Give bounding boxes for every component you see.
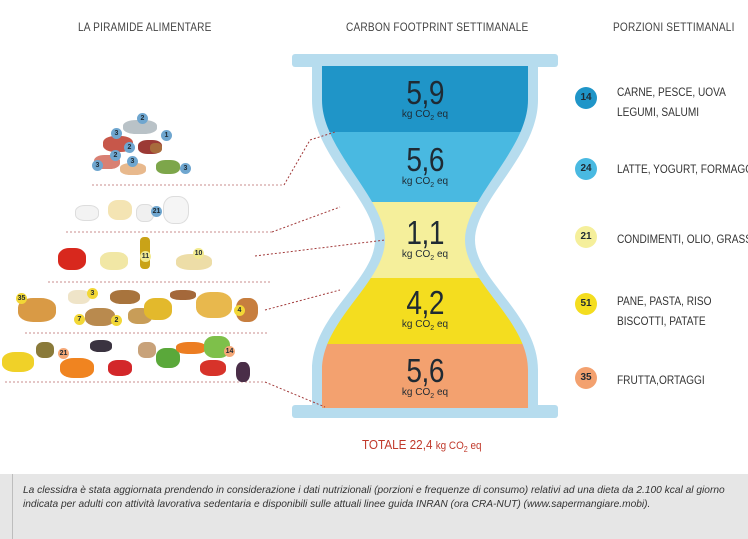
level-4-number: 4,2 [406,284,444,321]
connector-4 [264,289,341,311]
pyramid-badge: 1 [161,130,172,141]
pyramid-badge: 7 [74,314,85,325]
level-1-number: 5,9 [406,74,444,111]
mushroom-icon [138,342,156,358]
pyramid-badge: 21 [58,348,69,359]
pyramid-badge: 2 [111,315,122,326]
corn-icon [144,298,172,320]
pasta-icon [196,292,232,318]
hourglass-top-cap [292,54,558,67]
connector-2 [271,206,341,233]
greens-icon [156,348,180,368]
level-value-1: 5,9 kg CO2 eq [355,76,495,124]
portion-label-5: FRUTTA,ORTAGGI [617,375,705,387]
pyramid-badge: 14 [224,346,235,357]
strawberry-icon [108,360,132,376]
portion-label-1: CARNE, PESCE, UOVA LEGUMI, SALUMI [617,87,726,119]
portion-badge-5: 35 [575,367,597,389]
pyramid-badge: 3 [127,156,138,167]
pyramid-badge: 3 [92,160,103,171]
milk-glass-icon [163,196,189,224]
portion-badge-1: 14 [575,87,597,109]
legumes-icon [156,160,180,174]
banana-icon [2,352,34,372]
level-value-3: 1,1 kg CO2 eq [355,216,495,264]
level-2-unit: kg CO2 eq [401,176,449,189]
level-3-number: 1,1 [406,214,444,251]
beans-icon [150,143,162,153]
pyramid-badge: 10 [193,248,204,259]
level-band-5 [322,344,528,408]
pyramid-badge: 35 [16,293,27,304]
biscuits-icon [110,290,140,304]
portion-label-2: LATTE, YOGURT, FORMAGGI [617,164,748,176]
cheese-icon [108,200,132,220]
butter-icon [100,252,128,270]
eggs-icon [120,163,146,175]
orange-icon [60,358,94,378]
footer-divider [12,474,13,539]
pyramid-badge: 2 [124,142,135,153]
total-footprint: TOTALE 22,4 kg CO2 eq [362,437,482,455]
level-5-unit: kg CO2 eq [401,387,449,400]
portion-badge-2: 24 [575,158,597,180]
level-3-unit: kg CO2 eq [401,249,449,262]
portion-badge-4: 51 [575,293,597,315]
level-band-1 [322,66,528,132]
pyramid-header: LA PIRAMIDE ALIMENTARE [78,22,212,34]
level-4-unit: kg CO2 eq [401,319,449,332]
pyramid-badge: 3 [87,288,98,299]
pyramid-badge: 3 [180,163,191,174]
potato-icon [85,308,115,326]
connector-3 [254,239,386,257]
pyramid-badge: 2 [137,113,148,124]
footer-text: La clessidra è stata aggiornata prendend… [23,485,725,510]
rice-icon [68,290,90,304]
pyramid-badge: 3 [111,128,122,139]
portions-header: PORZIONI SETTIMANALI [613,22,735,34]
pepper-icon [200,360,226,376]
connector-1 [283,131,336,186]
portion-label-3: CONDIMENTI, OLIO, GRASSI [617,234,748,246]
bread-roll-icon [236,298,258,322]
hourglass-diagram [5,54,558,418]
kiwi-icon [36,342,54,358]
pyramid-badge: 21 [151,206,162,217]
grapes-icon [90,340,112,352]
level-1-unit: kg CO2 eq [401,109,449,122]
pyramid-badge: 2 [110,150,121,161]
fish-icon [123,120,157,134]
pyramid-badge: 4 [234,305,245,316]
footer-note: La clessidra è stata aggiornata prendend… [0,474,748,539]
cereal-bar-icon [170,290,196,300]
lettuce-icon [204,336,230,358]
connector-5 [264,381,326,408]
portion-label-4: PANE, PASTA, RISO BISCOTTI, PATATE [617,296,712,328]
level-value-5: 5,6 kg CO2 eq [355,354,495,402]
hourglass-bottom-cap [292,405,558,418]
milk-carton-icon [75,205,99,221]
carbon-header: CARBON FOOTPRINT SETTIMANALE [346,22,529,34]
level-value-2: 5,6 kg CO2 eq [355,143,495,191]
pyramid-badge: 11 [140,251,151,262]
level-5-number: 5,6 [406,352,444,389]
tomato-sauce-icon [58,248,86,270]
carrot-icon [176,342,206,354]
level-2-number: 5,6 [406,141,444,178]
eggplant-icon [236,362,250,382]
level-value-4: 4,2 kg CO2 eq [355,286,495,334]
portion-badge-3: 21 [575,226,597,248]
margarine-icon [176,254,212,270]
